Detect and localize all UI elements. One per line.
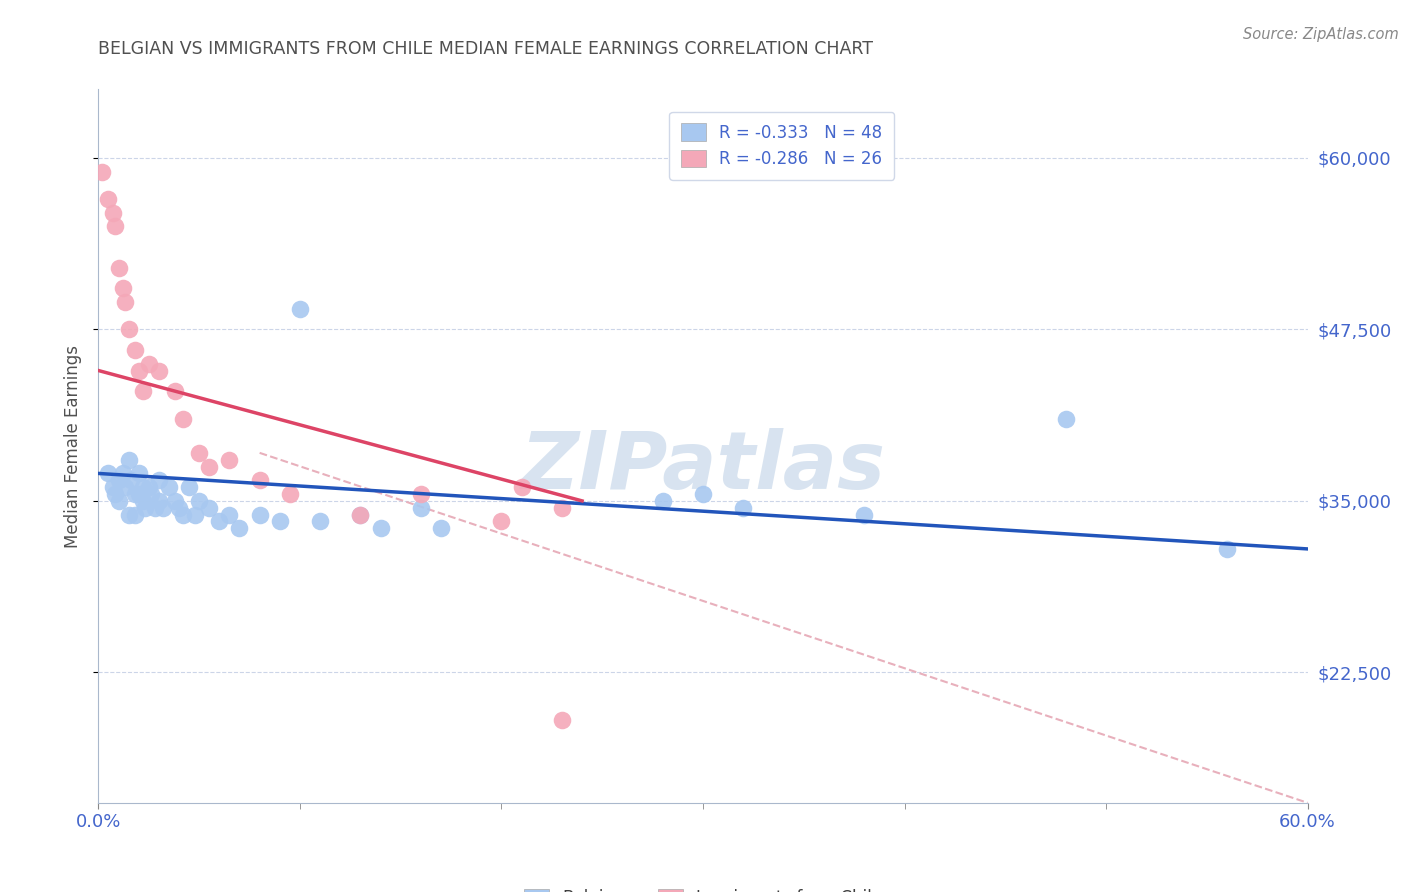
Point: [103, 487, 125, 501]
Point: [128, 487, 150, 501]
Point: [111, 467, 134, 481]
Point: [101, 205, 124, 219]
Point: [651, 494, 673, 508]
Point: [430, 521, 453, 535]
Point: [198, 500, 221, 515]
Point: [97, 192, 120, 206]
Point: [132, 480, 155, 494]
Point: [551, 500, 574, 515]
Point: [853, 508, 876, 522]
Point: [349, 508, 371, 522]
Point: [370, 521, 392, 535]
Point: [184, 508, 207, 522]
Point: [179, 480, 201, 494]
Point: [1216, 541, 1239, 556]
Point: [172, 411, 194, 425]
Point: [128, 467, 150, 481]
Text: Source: ZipAtlas.com: Source: ZipAtlas.com: [1243, 27, 1399, 42]
Point: [138, 357, 160, 371]
Point: [349, 508, 371, 522]
Point: [107, 473, 129, 487]
Point: [118, 508, 141, 522]
Point: [269, 515, 291, 529]
Point: [198, 459, 221, 474]
Point: [409, 487, 432, 501]
Point: [148, 494, 170, 508]
Point: [172, 508, 194, 522]
Point: [124, 343, 146, 357]
Point: [551, 714, 574, 728]
Point: [124, 508, 146, 522]
Text: ZIPatlas: ZIPatlas: [520, 428, 886, 507]
Point: [1054, 411, 1077, 425]
Point: [288, 301, 311, 316]
Point: [278, 487, 301, 501]
Point: [107, 260, 129, 275]
Point: [309, 515, 332, 529]
Point: [249, 508, 271, 522]
Point: [107, 494, 129, 508]
Point: [118, 452, 141, 467]
Point: [103, 219, 125, 234]
Point: [163, 494, 186, 508]
Point: [157, 480, 180, 494]
Point: [128, 363, 150, 377]
Point: [188, 494, 211, 508]
Point: [692, 487, 714, 501]
Point: [120, 473, 142, 487]
Point: [139, 487, 162, 501]
Point: [91, 164, 114, 178]
Legend: Belgians, Immigrants from Chile: Belgians, Immigrants from Chile: [517, 882, 889, 892]
Point: [510, 480, 533, 494]
Point: [132, 384, 155, 398]
Point: [188, 446, 211, 460]
Point: [228, 521, 250, 535]
Point: [218, 508, 240, 522]
Point: [148, 473, 170, 487]
Point: [114, 480, 136, 494]
Point: [208, 515, 231, 529]
Point: [249, 473, 271, 487]
Point: [152, 500, 174, 515]
Point: [733, 500, 755, 515]
Point: [124, 487, 146, 501]
Point: [97, 467, 120, 481]
Y-axis label: Median Female Earnings: Median Female Earnings: [65, 344, 83, 548]
Point: [132, 494, 155, 508]
Point: [491, 515, 513, 529]
Point: [101, 480, 124, 494]
Point: [409, 500, 432, 515]
Point: [111, 281, 134, 295]
Point: [118, 322, 141, 336]
Point: [148, 363, 170, 377]
Point: [143, 500, 166, 515]
Point: [134, 500, 156, 515]
Point: [138, 480, 160, 494]
Point: [218, 452, 240, 467]
Point: [163, 384, 186, 398]
Point: [167, 500, 190, 515]
Text: BELGIAN VS IMMIGRANTS FROM CHILE MEDIAN FEMALE EARNINGS CORRELATION CHART: BELGIAN VS IMMIGRANTS FROM CHILE MEDIAN …: [98, 40, 873, 58]
Point: [114, 294, 136, 309]
